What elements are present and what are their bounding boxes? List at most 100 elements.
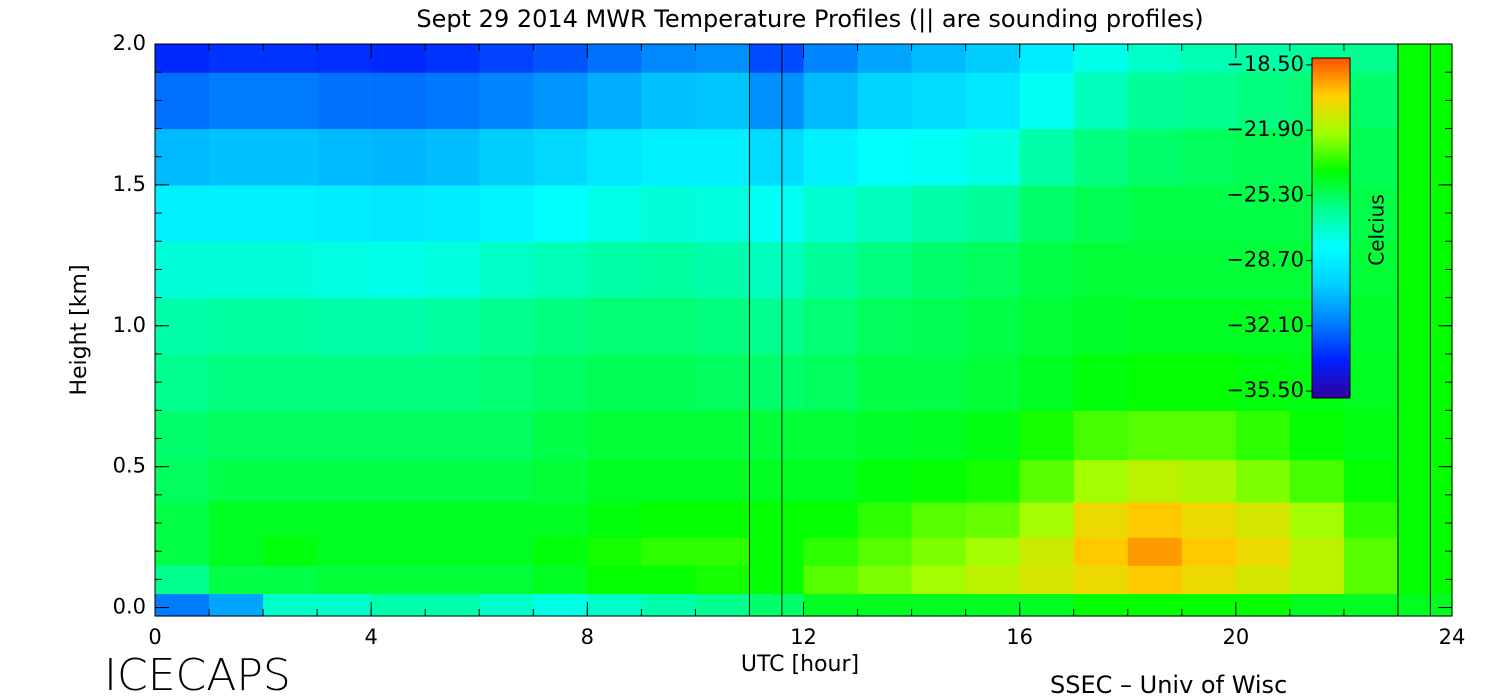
heatmap-cell [1127, 593, 1183, 617]
heatmap-cell [425, 353, 480, 411]
heatmap-cell [1127, 241, 1183, 299]
heatmap-cell [857, 297, 913, 355]
heatmap-cell [155, 72, 210, 130]
heatmap-cell [1181, 353, 1237, 411]
heatmap-cell [263, 537, 318, 566]
heatmap-cell [1343, 593, 1399, 617]
heatmap-cell [749, 565, 805, 595]
heatmap-cell [371, 565, 426, 595]
heatmap-cell [155, 241, 210, 299]
heatmap-cell [1073, 72, 1129, 130]
heatmap-cell [1235, 72, 1291, 130]
heatmap-cell [1073, 241, 1129, 299]
heatmap-cell [263, 459, 318, 503]
heatmap-cell [317, 72, 372, 130]
heatmap-cell [425, 241, 480, 299]
heatmap-cell [155, 353, 210, 411]
heatmap-cell [803, 184, 859, 242]
heatmap-cell [1181, 501, 1237, 538]
heatmap-cell [1397, 593, 1453, 617]
heatmap-cell [695, 353, 751, 411]
heatmap-cell [1181, 44, 1237, 73]
heatmap-cell [587, 537, 642, 566]
heatmap-cell [371, 593, 426, 617]
heatmap-cell [1397, 353, 1453, 411]
heatmap-cell [965, 241, 1021, 299]
overlay [154, 43, 1453, 617]
heatmap-cell [263, 241, 318, 299]
heatmap-cell [1343, 184, 1399, 242]
heatmap-cell [1073, 297, 1129, 355]
heatmap-cell [1073, 537, 1129, 566]
heatmap-cell [803, 241, 859, 299]
heatmap-cell [695, 297, 751, 355]
heatmap-cell [1019, 241, 1075, 299]
heatmap [155, 44, 1453, 617]
heatmap-cell [857, 241, 913, 299]
heatmap-cell [695, 410, 751, 461]
heatmap-cell [209, 565, 264, 595]
heatmap-cell [317, 593, 372, 617]
heatmap-cell [965, 459, 1021, 503]
heatmap-cell [1181, 72, 1237, 130]
heatmap-cell [209, 241, 264, 299]
heatmap-cell [1397, 128, 1453, 186]
heatmap-cell [641, 593, 697, 617]
heatmap-cell [695, 537, 751, 566]
heatmap-cell [803, 297, 859, 355]
heatmap-cell [1289, 565, 1345, 595]
heatmap-cell [857, 44, 913, 73]
heatmap-cell [1343, 44, 1399, 73]
heatmap-cell [209, 501, 264, 538]
heatmap-cell [803, 128, 859, 186]
heatmap-cell [155, 593, 210, 617]
heatmap-cell [533, 353, 588, 411]
heatmap-cell [479, 410, 534, 461]
heatmap-cell [1073, 501, 1129, 538]
heatmap-cell [1073, 128, 1129, 186]
heatmap-cell [1235, 353, 1291, 411]
heatmap-cell [1127, 44, 1183, 73]
heatmap-cell [317, 241, 372, 299]
heatmap-cell [1343, 501, 1399, 538]
heatmap-cell [1397, 410, 1453, 461]
heatmap-cell [1397, 241, 1453, 299]
heatmap-cell [1235, 128, 1291, 186]
heatmap-cell [587, 297, 642, 355]
heatmap-cell [695, 184, 751, 242]
heatmap-cell [749, 593, 805, 617]
heatmap-cell [587, 72, 642, 130]
x-tick-label: 0 [148, 625, 161, 649]
heatmap-cell [263, 184, 318, 242]
heatmap-cell [911, 128, 967, 186]
heatmap-cell [263, 565, 318, 595]
colorbar-tick-label: −35.50 [1226, 378, 1304, 402]
heatmap-cell [803, 537, 859, 566]
heatmap-cell [479, 459, 534, 503]
heatmap-cell [425, 501, 480, 538]
heatmap-cell [533, 128, 588, 186]
heatmap-cell [479, 44, 534, 73]
heatmap-cell [479, 565, 534, 595]
heatmap-cell [1397, 184, 1453, 242]
heatmap-cell [263, 410, 318, 461]
heatmap-cell [425, 593, 480, 617]
heatmap-cell [641, 128, 697, 186]
heatmap-cell [1073, 184, 1129, 242]
heatmap-cell [317, 297, 372, 355]
heatmap-cell [209, 537, 264, 566]
heatmap-cell [1235, 44, 1291, 73]
heatmap-cell [155, 501, 210, 538]
heatmap-cell [587, 410, 642, 461]
heatmap-cell [1235, 459, 1291, 503]
heatmap-cell [587, 44, 642, 73]
heatmap-cell [965, 72, 1021, 130]
heatmap-cell [1181, 184, 1237, 242]
heatmap-cell [1343, 353, 1399, 411]
heatmap-cell [641, 72, 697, 130]
x-axis-label: UTC [hour] [741, 652, 859, 677]
heatmap-cell [479, 72, 534, 130]
heatmap-cell [479, 297, 534, 355]
y-tick-label: 0.0 [113, 595, 146, 619]
